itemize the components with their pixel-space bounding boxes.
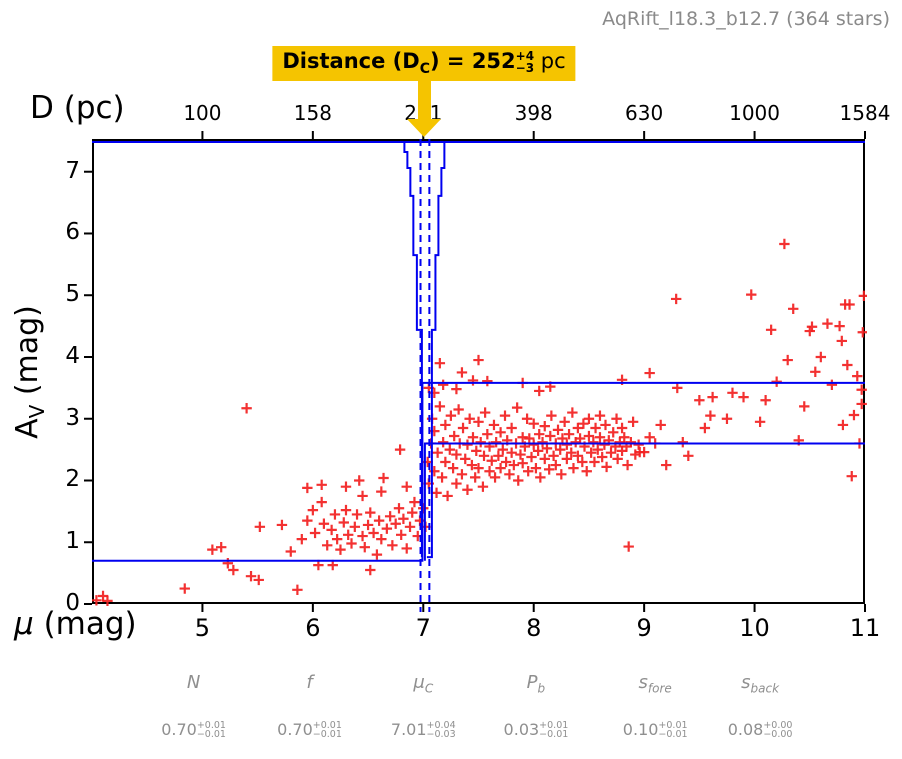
distance-annotation: Distance (DC) = 252 +4 −3 pc [272, 46, 576, 82]
parameter-label: Pb [526, 672, 546, 696]
x-tick-label: 10 [739, 614, 770, 642]
x-axis-title-main: μ [14, 606, 34, 642]
annotation-arrow-stem [418, 81, 431, 121]
y-axis-title-sub: V [25, 404, 49, 419]
parameter-column: sback 0.08 +0.00 −0.00 [690, 672, 830, 752]
x-axis-title: μ (mag) [14, 606, 137, 642]
figure-title: AqRift_l18.3_b12.7 (364 stars) [602, 8, 890, 30]
parameter-column: f 0.70 +0.01 −0.01 [240, 672, 380, 752]
annotation-suffix: pc [534, 49, 566, 73]
annotation-plus: +4 [515, 49, 535, 63]
y-tick-label: 0 [65, 590, 80, 616]
parameter-label: sback [741, 672, 780, 696]
parameter-column: N 0.70 +0.01 −0.01 [124, 672, 264, 752]
annotation-arrow-head [407, 119, 441, 137]
x-tick-label: 11 [849, 614, 881, 642]
x-tick-label: 7 [415, 614, 431, 642]
y-tick-label: 6 [65, 219, 80, 246]
parameter-column: Pb 0.03 +0.01 −0.01 [466, 672, 606, 752]
top-tick-label: 1000 [729, 101, 781, 125]
x-axis-title-rest: (mag) [33, 606, 137, 642]
y-tick-label: 4 [65, 342, 80, 369]
y-tick-label: 1 [65, 528, 80, 555]
top-tick-label: 158 [293, 101, 332, 125]
parameter-column: μC 7.01 +0.04 −0.03 [353, 672, 493, 752]
x-tick-label: 5 [194, 614, 211, 642]
annotation-sub: C [419, 61, 430, 78]
parameter-value: 0.70 +0.01 −0.01 [161, 719, 226, 740]
parameter-value: 7.01 +0.04 −0.03 [390, 719, 456, 740]
top-tick-label: 630 [625, 101, 664, 125]
annotation-uncertainty: +4 −3 [516, 50, 534, 74]
parameter-label: f [306, 672, 313, 693]
x-tick-label: 6 [305, 614, 321, 642]
parameter-column: sfore 0.10 +0.01 −0.01 [585, 672, 725, 752]
y-tick-label: 2 [65, 466, 80, 493]
y-axis-title-rest: (mag) [10, 305, 45, 405]
y-tick-label: 7 [65, 157, 80, 184]
y-tick-label: 3 [65, 404, 80, 431]
plot-area [92, 139, 865, 604]
parameter-value: 0.03 +0.01 −0.01 [503, 719, 569, 740]
y-axis-title: AV (mag) [10, 252, 54, 492]
x-tick-label: 8 [526, 614, 542, 642]
x-tick-label: 9 [636, 614, 652, 642]
parameter-value: 0.08 +0.00 −0.00 [727, 719, 793, 740]
top-tick-label: 1584 [839, 101, 891, 125]
y-tick-label: 5 [65, 281, 80, 308]
top-tick-label: 100 [183, 101, 222, 125]
top-tick-label: 398 [514, 101, 553, 125]
parameter-value: 0.10 +0.01 −0.01 [622, 719, 688, 740]
annotation-minus: −3 [515, 61, 535, 75]
annotation-mid: ) = [429, 49, 472, 73]
parameter-label: sfore [638, 672, 672, 696]
parameter-label: N [186, 672, 201, 693]
annotation-prefix: Distance (D [282, 49, 420, 73]
parameter-value: 0.70 +0.01 −0.01 [277, 719, 342, 740]
top-axis-title: D (pc) [30, 90, 125, 126]
y-axis-title-main: A [10, 418, 45, 439]
parameter-label: μC [413, 672, 434, 696]
annotation-value: 252 [471, 49, 516, 73]
